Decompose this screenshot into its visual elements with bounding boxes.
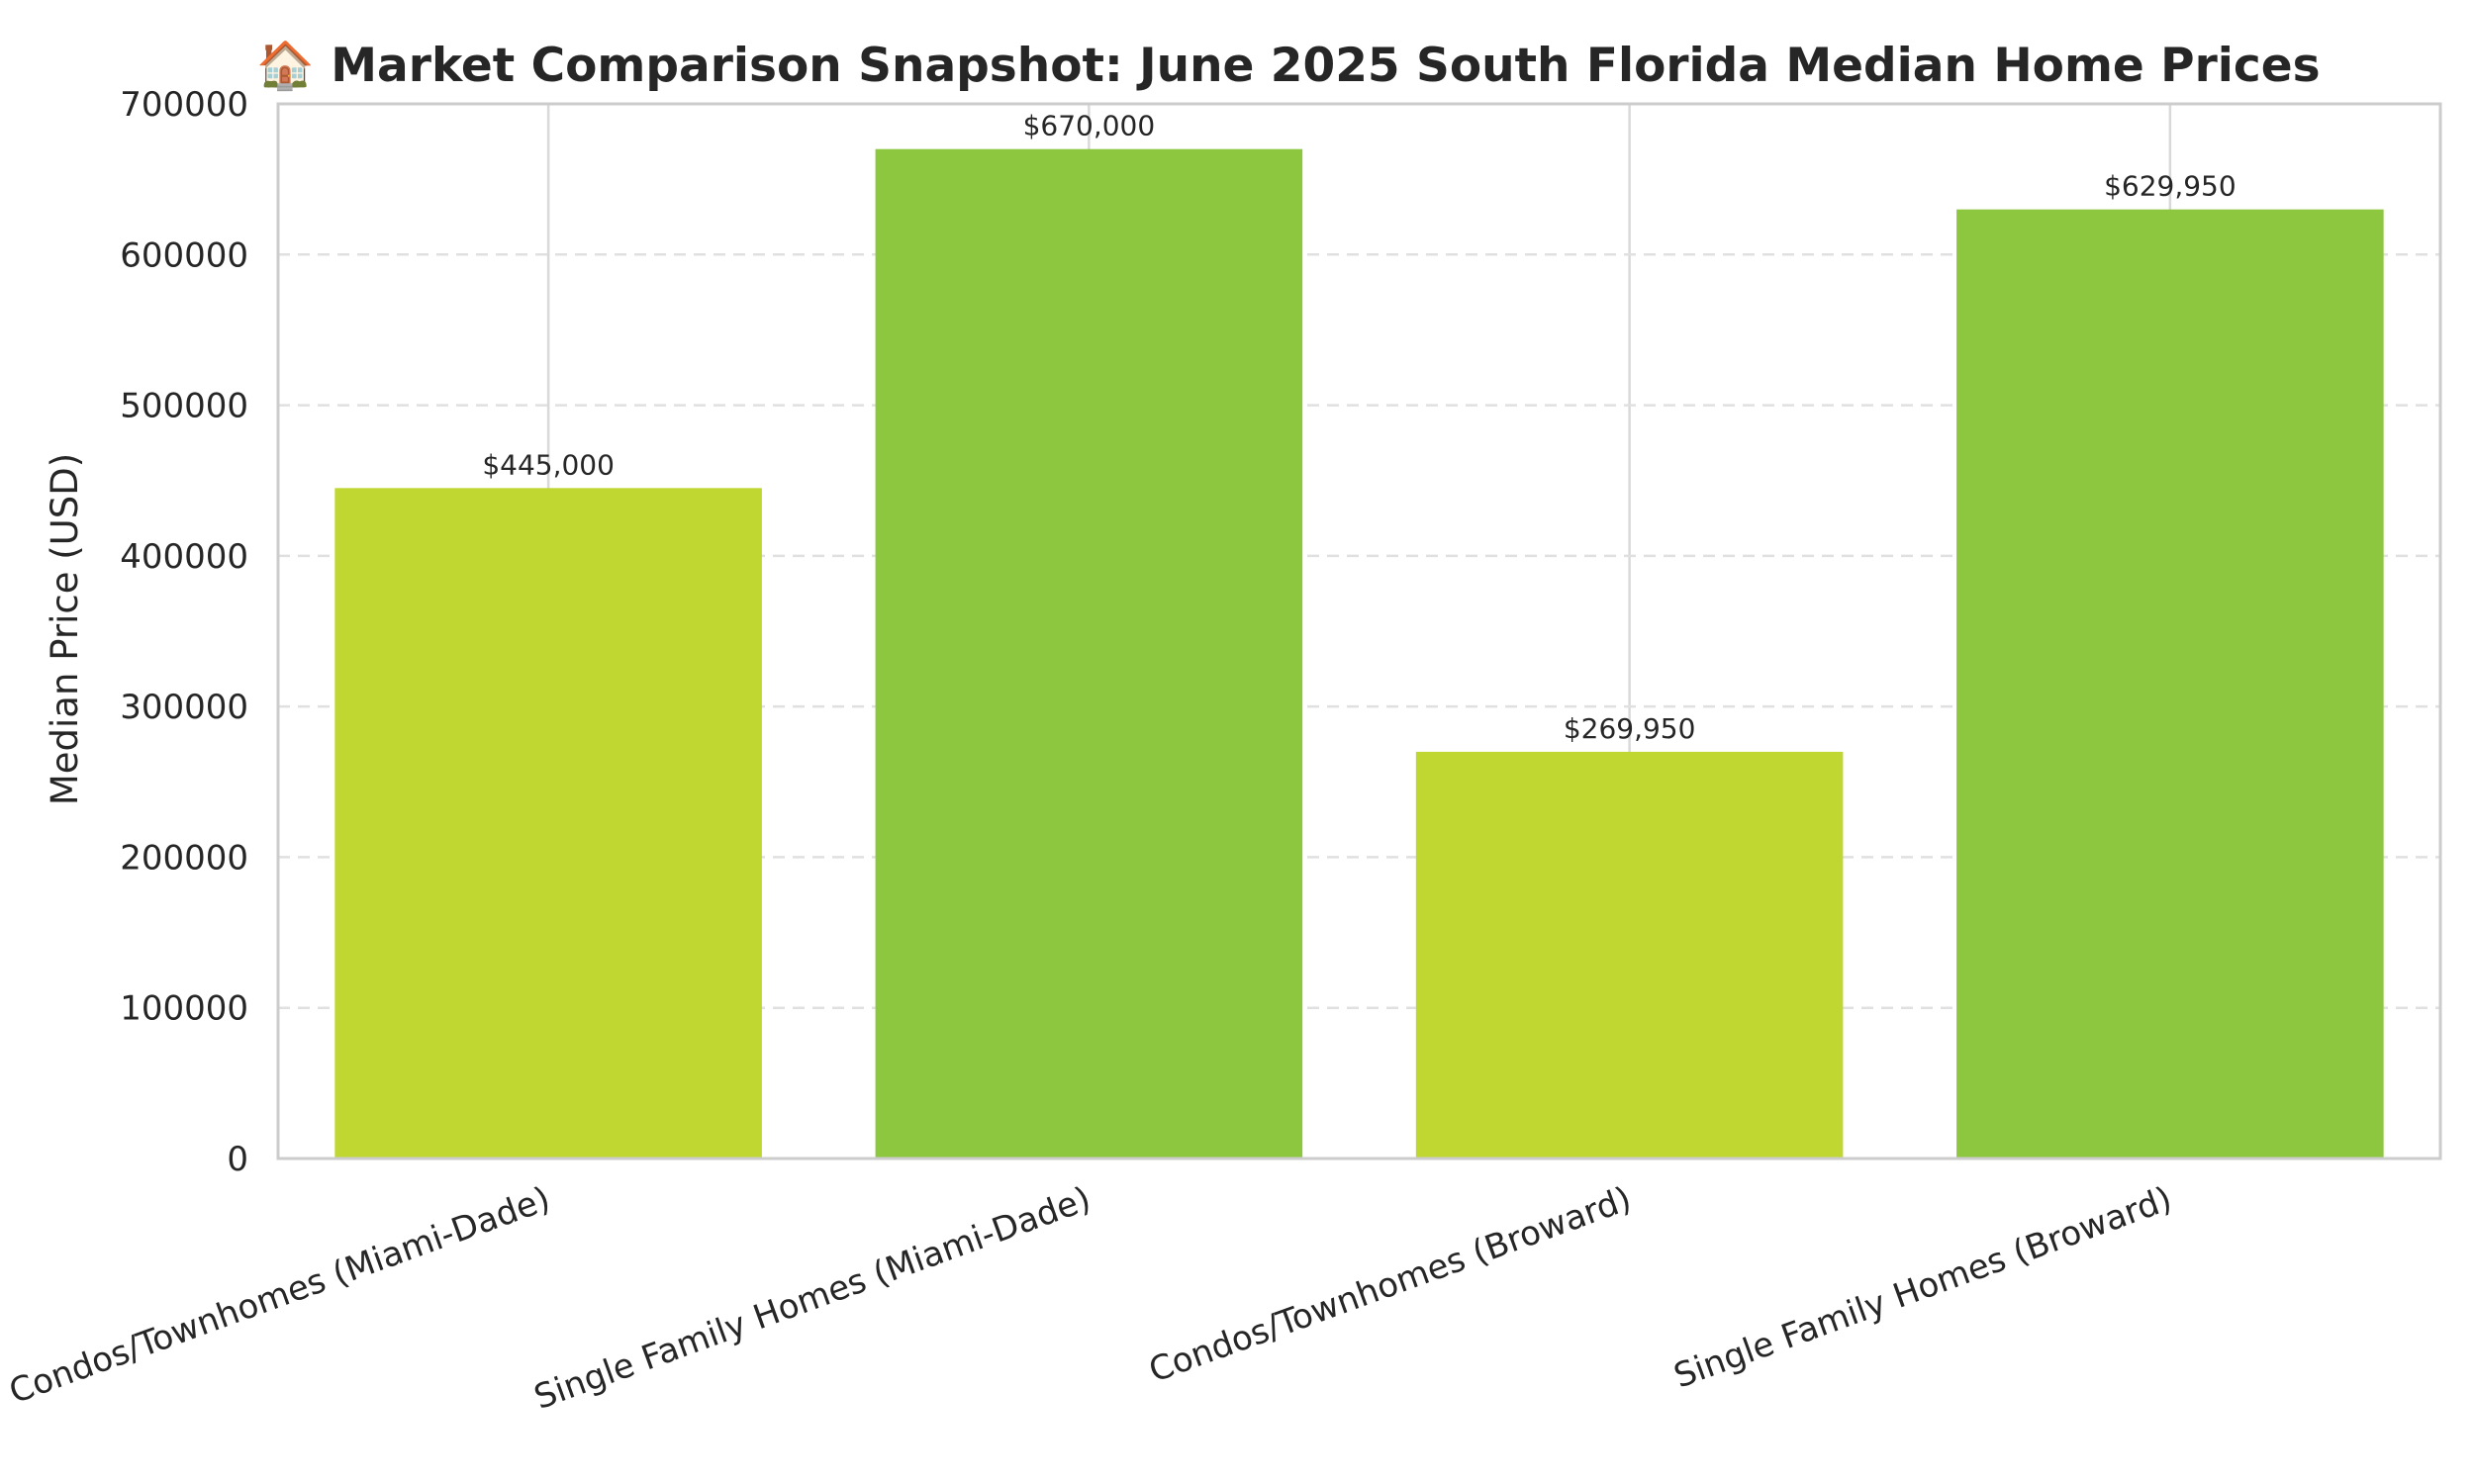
x-tick-label: Condos/Townhomes (Miami-Dade) — [4, 1179, 555, 1412]
y-tick-label: 700000 — [120, 85, 248, 125]
y-tick-label: 300000 — [120, 688, 248, 727]
y-axis-label: Median Price (USD) — [44, 453, 86, 805]
chart-title: 🏠 Market Comparison Snapshot: June 2025 … — [256, 39, 2320, 93]
data-labels: $445,000 $670,000 $269,950 $629,950 — [482, 110, 2236, 745]
bar-value-label: $629,950 — [2104, 170, 2236, 203]
bar — [334, 488, 762, 1159]
y-tick-label: 200000 — [120, 838, 248, 878]
y-tick-label: 600000 — [120, 235, 248, 275]
bar — [1415, 751, 1844, 1159]
bar-value-label: $670,000 — [1023, 110, 1156, 142]
bar — [1956, 209, 2384, 1159]
x-tick-label: Single Family Homes (Miami-Dade) — [529, 1179, 1096, 1418]
y-tick-label: 400000 — [120, 537, 248, 577]
y-tick-label: 100000 — [120, 989, 248, 1029]
y-tick-label: 500000 — [120, 387, 248, 426]
bar — [875, 148, 1303, 1159]
x-tick-label: Single Family Homes (Broward) — [1668, 1179, 2177, 1397]
x-tick-label: Condos/Townhomes (Broward) — [1144, 1179, 1637, 1391]
plot-frame — [276, 102, 2442, 1160]
y-tick-label: 0 — [227, 1140, 248, 1179]
bars — [334, 148, 2384, 1159]
bar-value-label: $445,000 — [482, 448, 615, 481]
bar-value-label: $269,950 — [1564, 712, 1696, 745]
x-axis-ticks: Condos/Townhomes (Miami-Dade)Single Fami… — [4, 1179, 2177, 1418]
y-axis-ticks: 0 100000 200000 300000 400000 500000 600000 700… — [120, 85, 248, 1179]
